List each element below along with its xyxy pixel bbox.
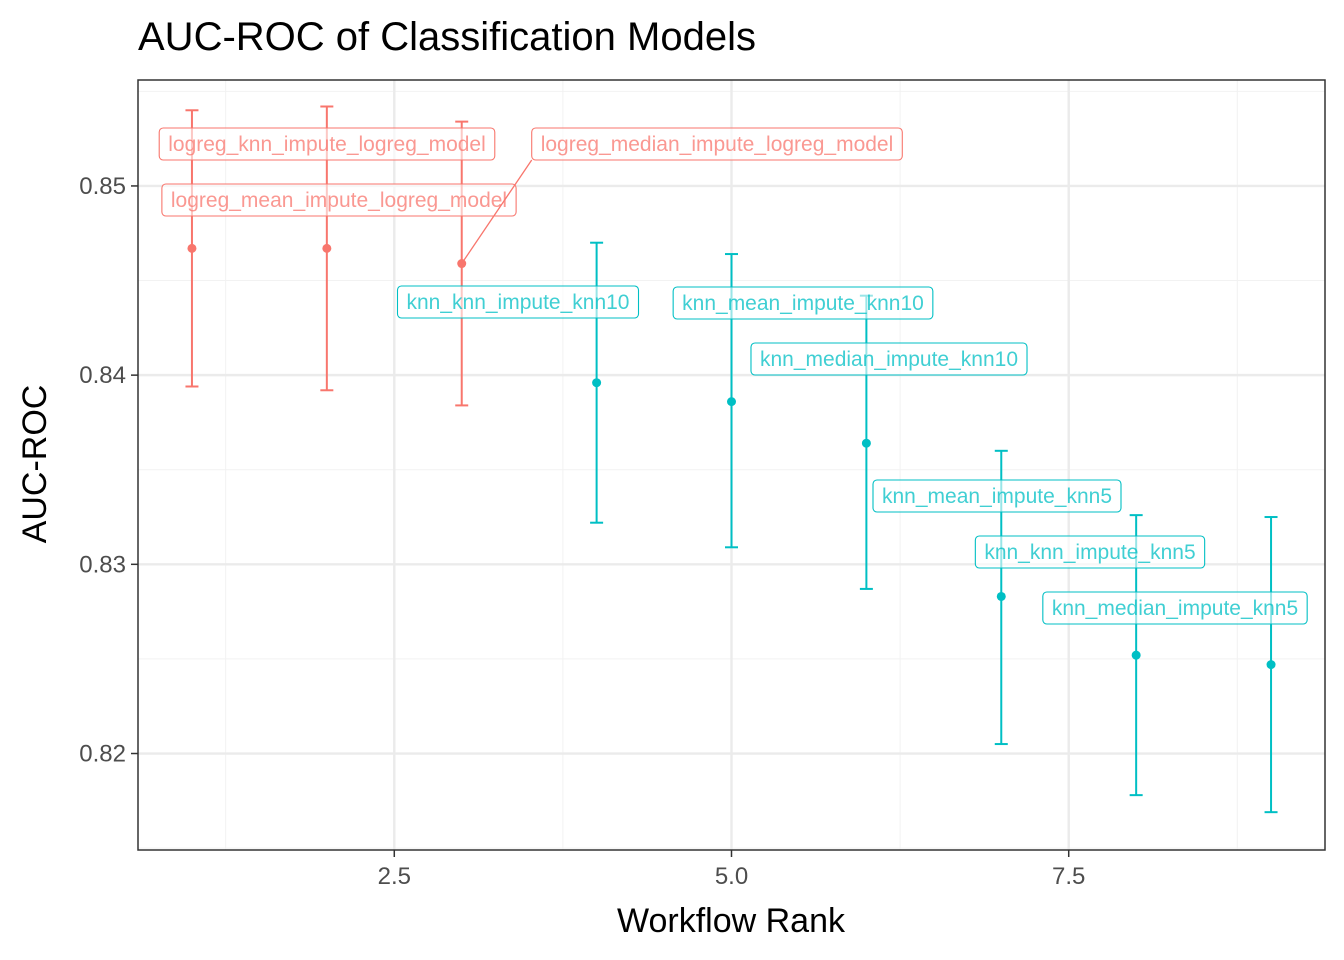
point-label-box <box>872 479 1122 513</box>
label-connector <box>461 159 533 264</box>
point-label-box <box>158 127 496 161</box>
point-label: logreg_median_impute_logreg_model <box>461 127 903 264</box>
point-label-box <box>672 286 934 320</box>
point-label-text: knn_mean_impute_knn10 <box>682 292 924 315</box>
y-tick-label: 0.83 <box>79 551 126 578</box>
point-label-text: knn_median_impute_knn5 <box>1052 597 1298 620</box>
point-label-text: logreg_median_impute_logreg_model <box>541 133 894 156</box>
point-label: logreg_mean_impute_logreg_model <box>161 183 517 249</box>
point-label: logreg_knn_impute_logreg_model <box>158 127 496 249</box>
point-label-box <box>161 183 517 217</box>
axes: 2.5 5.0 7.5 0.82 0.83 0.84 0.85 <box>79 173 1085 890</box>
point-label-text: logreg_mean_impute_logreg_model <box>171 189 507 212</box>
point-labels: logreg_knn_impute_logreg_model logreg_mea… <box>158 127 1308 665</box>
x-tick-label: 5.0 <box>715 863 748 890</box>
y-tick-label: 0.84 <box>79 362 126 389</box>
x-tick-label: 2.5 <box>378 863 411 890</box>
point-label: knn_mean_impute_knn10 <box>672 286 934 402</box>
point-label: knn_median_impute_knn5 <box>1042 591 1308 665</box>
point-label-text: knn_knn_impute_knn10 <box>406 291 629 314</box>
point-label-box <box>974 535 1206 569</box>
point-label-text: knn_mean_impute_knn5 <box>882 485 1112 508</box>
x-axis-title: Workflow Rank <box>617 902 846 940</box>
point-label-box <box>396 285 640 319</box>
point-label-text: knn_knn_impute_knn5 <box>984 541 1195 564</box>
chart-title: AUC-ROC of Classification Models <box>138 15 756 59</box>
y-tick-label: 0.82 <box>79 741 126 768</box>
point-label: knn_median_impute_knn10 <box>750 342 1028 444</box>
panel-border <box>137 79 1326 851</box>
point-label: knn_mean_impute_knn5 <box>872 479 1122 597</box>
point-label-text: logreg_knn_impute_logreg_model <box>168 133 486 156</box>
x-tick-label: 7.5 <box>1052 863 1085 890</box>
point-label-box <box>1042 591 1308 625</box>
point-label: knn_knn_impute_knn5 <box>974 535 1206 656</box>
point-label: knn_knn_impute_knn10 <box>396 285 640 383</box>
y-tick-label: 0.85 <box>79 173 126 200</box>
point-label-box <box>750 342 1028 376</box>
y-axis-title: AUC-ROC <box>16 385 54 544</box>
point-label-text: knn_median_impute_knn10 <box>760 348 1018 371</box>
point-label-box <box>531 127 903 161</box>
